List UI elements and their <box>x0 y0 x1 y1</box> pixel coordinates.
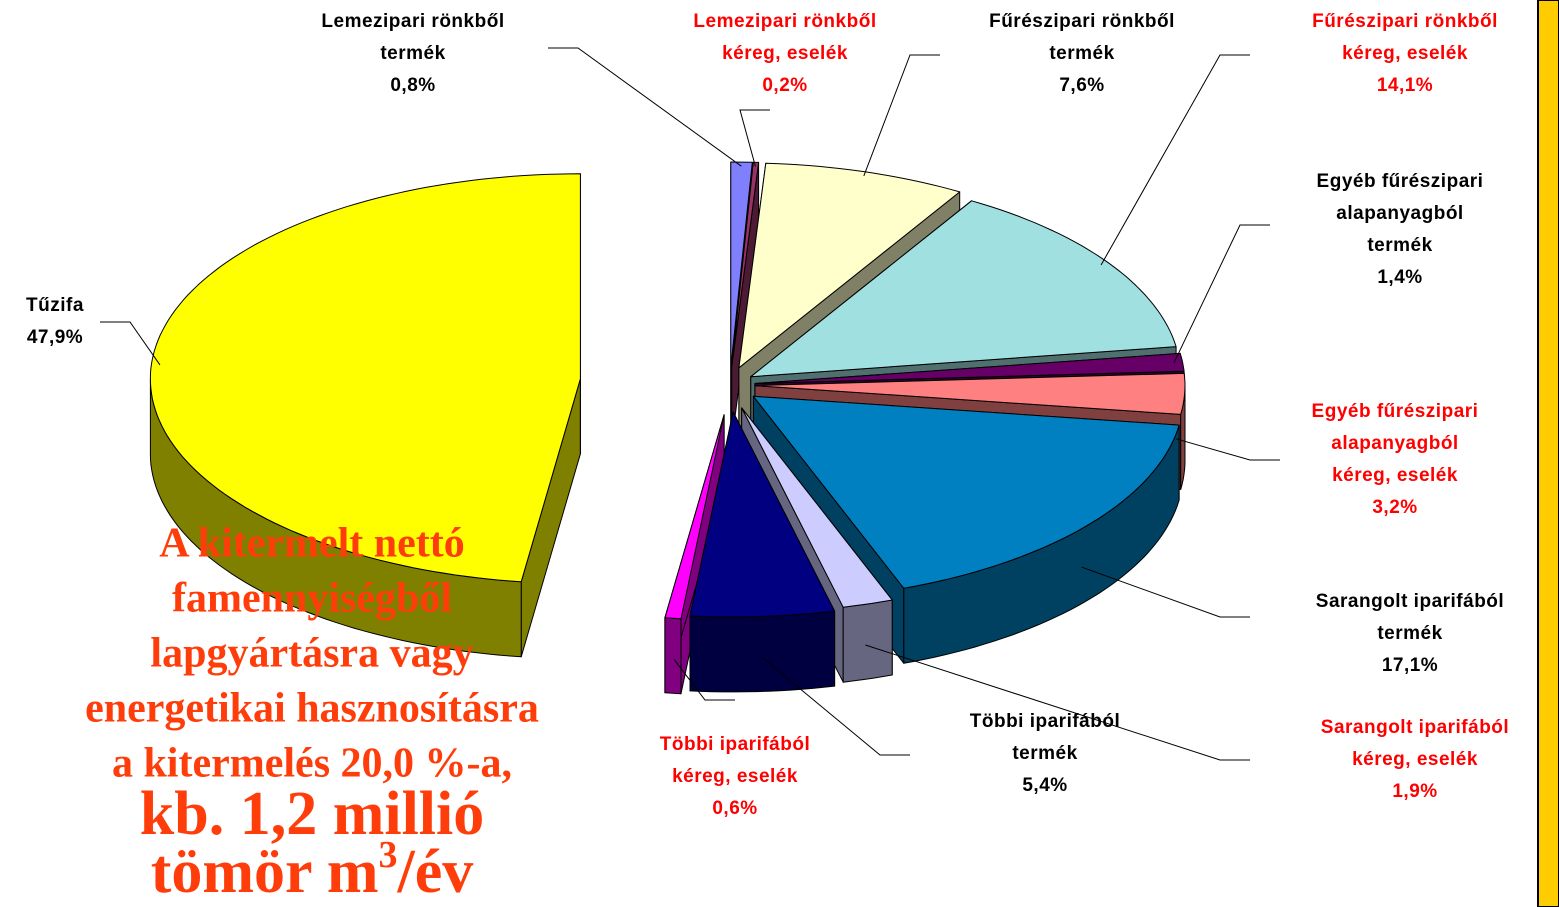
slice <box>731 161 760 368</box>
annotation-line: a kitermelés 20,0 %-a, <box>112 741 512 787</box>
slice-label: Többi iparifából <box>970 711 1121 732</box>
slice <box>754 372 1186 415</box>
slice-label: Tűzifa <box>26 295 84 316</box>
slice-wall <box>689 610 836 693</box>
slice-label: kéreg, eselék <box>1342 43 1468 64</box>
slice <box>741 407 893 608</box>
slice-label: Egyéb fűrészipari <box>1317 171 1484 192</box>
annotation-sup: 3 <box>379 834 398 876</box>
slice-label: Lemezipari rönkből <box>321 11 504 32</box>
value-label: 14,1% <box>1377 75 1433 96</box>
slice-label: termék <box>1367 235 1432 256</box>
value-label: 1,4% <box>1377 267 1422 288</box>
value-label: 47,9% <box>27 327 83 348</box>
slice <box>754 352 1185 384</box>
labels: Lemezipari rönkből termék 0,8% Lemezipari r… <box>26 11 1509 906</box>
slice-label: alapanyagból <box>1336 203 1463 224</box>
annotation-text: tömör m <box>151 838 379 906</box>
annotation-big: tömör m3/év <box>151 834 474 907</box>
value-label: 17,1% <box>1382 655 1438 676</box>
pie <box>149 161 1186 695</box>
slice-wall <box>664 617 682 695</box>
slice <box>149 173 581 583</box>
slice-label: termék <box>380 43 445 64</box>
leader-line <box>100 321 161 366</box>
leader-line <box>865 644 1250 761</box>
leader-line <box>673 658 735 701</box>
slice <box>750 200 1177 378</box>
leader-line <box>1081 566 1250 618</box>
slice-label: termék <box>1012 743 1077 764</box>
slice-label: kéreg, eselék <box>1332 465 1458 486</box>
leader-line <box>739 109 770 167</box>
slice <box>738 162 961 369</box>
slice-label: Sarangolt iparifából <box>1316 591 1504 612</box>
slice-label: Fűrészipari rönkből <box>989 11 1175 32</box>
value-label: 0,6% <box>712 798 757 819</box>
annotation-line: energetikai hasznosításra <box>85 686 539 732</box>
slice <box>689 411 836 618</box>
slice-label: Egyéb fűrészipari <box>1312 401 1479 422</box>
slice-label: termék <box>1377 623 1442 644</box>
value-label: 5,4% <box>1022 775 1067 796</box>
leader-line <box>1100 54 1250 266</box>
slice <box>664 414 725 620</box>
slice-label: Sarangolt iparifából <box>1321 717 1509 738</box>
leader-line <box>863 54 940 177</box>
slice-label: Fűrészipari rönkből <box>1312 11 1498 32</box>
annotation-text: /év <box>397 838 474 906</box>
slice-label: alapanyagból <box>1331 433 1458 454</box>
leader-line <box>761 656 910 756</box>
slice-label: Lemezipari rönkből <box>693 11 876 32</box>
value-label: 1,9% <box>1392 781 1437 802</box>
value-label: 3,2% <box>1372 497 1417 518</box>
annotation-line: lapgyártásra vagy <box>150 631 473 677</box>
value-label: 0,8% <box>390 75 435 96</box>
annotation-line: famennyiségből <box>172 576 452 622</box>
slice <box>752 395 1180 589</box>
slice-label: kéreg, eselék <box>722 43 848 64</box>
slice-wall <box>842 599 893 683</box>
leader-line <box>1173 224 1270 363</box>
annotation-big: kb. 1,2 millió <box>140 780 485 848</box>
slice-label: kéreg, eselék <box>1352 749 1478 770</box>
value-label: 0,2% <box>762 75 807 96</box>
leader-line <box>1175 438 1280 461</box>
leader-line <box>548 47 742 167</box>
annotation-line: A kitermelt nettó <box>159 521 465 567</box>
slice-label: termék <box>1049 43 1114 64</box>
slice-label: Többi iparifából <box>660 734 811 755</box>
slice-label: kéreg, eselék <box>672 766 798 787</box>
side-bar <box>1537 0 1559 907</box>
slice <box>730 161 753 368</box>
value-label: 7,6% <box>1059 75 1104 96</box>
